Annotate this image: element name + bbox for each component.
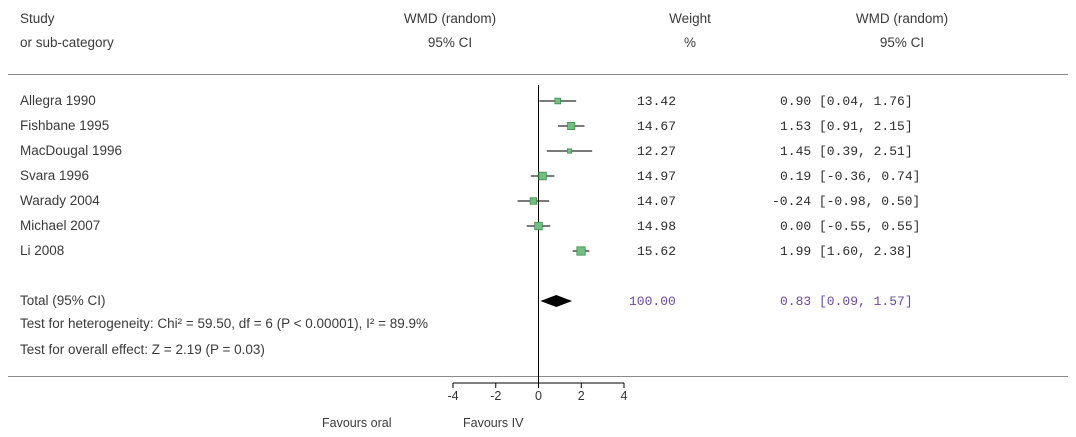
study-label-warady-2004: Warady 2004	[20, 193, 100, 208]
x-tick-label: -4	[447, 389, 458, 403]
wmd-value-header-line2: 95% CI	[879, 35, 925, 50]
ci-text-warady-2004: -0.24 [-0.98, 0.50]	[772, 194, 921, 209]
overall-effect-text: Test for overall effect: Z = 2.19 (P = 0…	[20, 342, 265, 357]
ci-text-total: 0.83 [0.09, 1.57]	[780, 294, 913, 309]
study-header-line2: or sub-category	[20, 35, 114, 50]
weight-header: Weight %	[650, 7, 730, 55]
point-estimate	[529, 197, 538, 205]
study-label-macdougal-1996: MacDougal 1996	[20, 143, 123, 158]
wmd-value-header: WMD (random) 95% CI	[822, 7, 982, 55]
weight-value-total: 100.00	[629, 294, 676, 309]
weight-value-macdougal-1996: 12.27	[637, 144, 677, 159]
point-estimate	[554, 97, 561, 105]
ci-text-svara-1996: 0.19 [-0.36, 0.74]	[780, 169, 921, 184]
x-tick-label: 0	[535, 389, 542, 403]
wmd-plot-header-line1: WMD (random)	[403, 11, 497, 26]
favours-iv-label: Favours IV	[463, 416, 524, 430]
header-rule	[8, 74, 1068, 75]
point-estimate	[566, 148, 573, 154]
study-label-svara-1996: Svara 1996	[20, 168, 90, 183]
point-estimate	[538, 171, 547, 181]
weight-value-michael-2007: 14.98	[637, 219, 677, 234]
study-label-fishbane-1995: Fishbane 1995	[20, 118, 110, 133]
study-header-line1: Study	[20, 11, 55, 26]
point-estimate	[576, 246, 586, 256]
ci-text-fishbane-1995: 1.53 [0.91, 2.15]	[780, 119, 913, 134]
ci-text-allegra-1990: 0.90 [0.04, 1.76]	[780, 94, 913, 109]
study-label-michael-2007: Michael 2007	[20, 218, 101, 233]
x-tick-label: -2	[490, 389, 501, 403]
weight-value-warady-2004: 14.07	[637, 194, 677, 209]
favours-oral-label: Favours oral	[322, 416, 392, 430]
study-label-allegra-1990: Allegra 1990	[20, 93, 96, 108]
wmd-value-header-line1: WMD (random)	[855, 11, 949, 26]
weight-header-line2: %	[683, 35, 696, 50]
x-tick-label: 2	[578, 389, 585, 403]
point-estimate	[567, 121, 576, 131]
wmd-plot-header-line2: 95% CI	[427, 35, 473, 50]
total-label: Total (95% CI)	[20, 293, 106, 308]
pooled-diamond	[540, 295, 573, 307]
weight-value-li-2008: 15.62	[637, 244, 677, 259]
study-label-li-2008: Li 2008	[20, 243, 65, 258]
wmd-plot-header: WMD (random) 95% CI	[370, 7, 530, 55]
study-header: Study or sub-category	[20, 7, 114, 55]
ci-text-li-2008: 1.99 [1.60, 2.38]	[780, 244, 913, 259]
x-tick-label: 4	[621, 389, 628, 403]
weight-value-svara-1996: 14.97	[637, 169, 677, 184]
point-estimate	[534, 221, 543, 231]
weight-value-fishbane-1995: 14.67	[637, 119, 677, 134]
weight-header-line1: Weight	[669, 11, 711, 26]
ci-text-michael-2007: 0.00 [-0.55, 0.55]	[780, 219, 921, 234]
weight-value-allegra-1990: 13.42	[637, 94, 677, 109]
heterogeneity-text: Test for heterogeneity: Chi² = 59.50, df…	[20, 316, 428, 331]
ci-text-macdougal-1996: 1.45 [0.39, 2.51]	[780, 144, 913, 159]
